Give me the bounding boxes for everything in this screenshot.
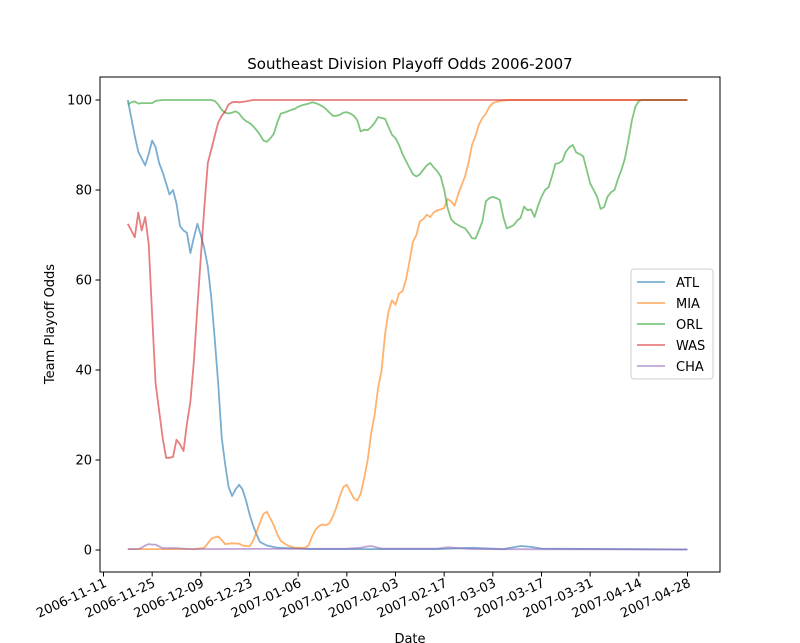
series-line-orl [127,99,688,240]
y-tick-label: 40 [75,364,92,379]
x-axis: 2006-11-112006-11-252006-12-092006-12-23… [34,572,693,622]
series-line-was [127,99,688,459]
y-tick-label: 60 [75,274,92,289]
series-lines [126,99,688,551]
legend-label-cha: CHA [676,360,704,375]
series-line-mia [127,99,688,550]
x-axis-title: Date [394,632,425,643]
legend: ATL MIA ORL WAS CHA [630,268,714,380]
y-tick-label: 80 [75,184,92,199]
legend-label-orl: ORL [676,318,703,333]
legend-box [630,268,714,380]
y-axis-title: Team Playoff Odds [43,264,58,385]
series-line-atl [126,99,688,551]
legend-label-mia: MIA [676,297,700,312]
y-axis: 0 20 40 60 80 100 [67,94,100,559]
legend-label-atl: ATL [676,276,700,291]
y-tick-label: 0 [84,544,92,559]
chart-title: Southeast Division Playoff Odds 2006-200… [247,55,572,73]
y-tick-label: 20 [75,454,92,469]
plot-area [99,76,721,573]
legend-label-was: WAS [676,339,705,354]
y-tick-label: 100 [67,94,92,109]
series-line-cha [127,543,688,551]
